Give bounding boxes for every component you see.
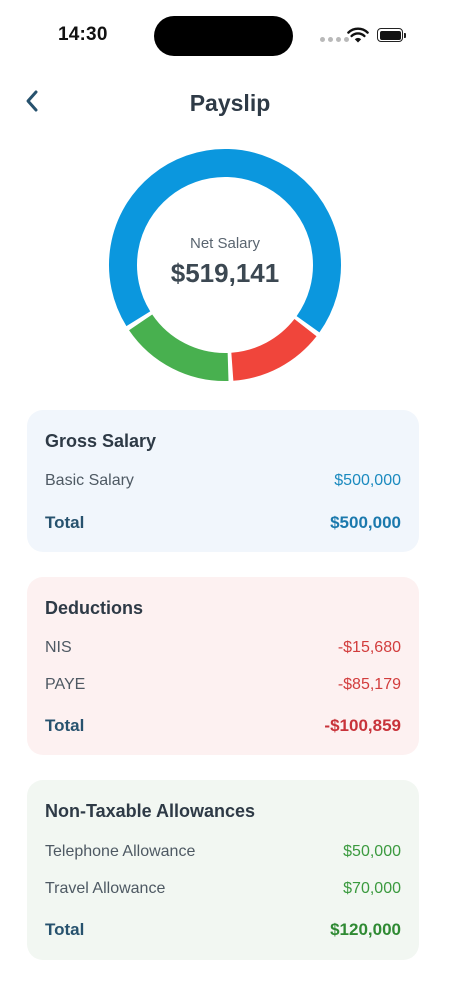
dynamic-island bbox=[154, 16, 293, 56]
net-salary-value: $519,141 bbox=[170, 258, 280, 288]
donut-svg bbox=[109, 149, 341, 381]
wifi-icon bbox=[347, 27, 369, 43]
net-salary-label: Net Salary bbox=[189, 235, 261, 252]
donut-segment-allowances bbox=[129, 314, 229, 381]
row-label: PAYE bbox=[45, 676, 86, 693]
deduction-row-paye: PAYE -$85,179 bbox=[45, 675, 401, 695]
allowances-title: Non-Taxable Allowances bbox=[45, 801, 256, 821]
deductions-total-amount: -$100,859 bbox=[324, 716, 401, 735]
gross-salary-title: Gross Salary bbox=[45, 431, 157, 451]
row-label: Basic Salary bbox=[45, 472, 134, 489]
total-label: Total bbox=[45, 920, 85, 939]
row-amount: $50,000 bbox=[343, 843, 401, 860]
signal-icon bbox=[320, 37, 349, 42]
back-chevron-icon[interactable] bbox=[18, 86, 48, 116]
row-amount: $70,000 bbox=[343, 880, 401, 897]
gross-row-basic-salary: Basic Salary $500,000 bbox=[45, 471, 401, 491]
deductions-total-row: Total -$100,859 bbox=[45, 715, 401, 737]
total-label: Total bbox=[45, 716, 85, 735]
allowance-row-telephone: Telephone Allowance $50,000 bbox=[45, 842, 401, 862]
navigation-bar: Payslip bbox=[0, 80, 460, 124]
donut-segment-deductions bbox=[230, 318, 317, 381]
page-title: Payslip bbox=[189, 90, 271, 116]
row-amount: -$85,179 bbox=[337, 676, 401, 693]
donut-segment-gross bbox=[109, 149, 341, 333]
deduction-row-nis: NIS -$15,680 bbox=[45, 638, 401, 658]
battery-icon bbox=[377, 28, 406, 42]
row-amount: $500,000 bbox=[334, 472, 401, 489]
row-label: Travel Allowance bbox=[45, 880, 166, 897]
gross-salary-card: Gross Salary Basic Salary $500,000 Total… bbox=[27, 410, 419, 552]
total-label: Total bbox=[45, 513, 85, 532]
row-label: Telephone Allowance bbox=[45, 843, 196, 860]
deductions-card: Deductions NIS -$15,680 PAYE -$85,179 To… bbox=[27, 577, 419, 755]
row-label: NIS bbox=[45, 639, 72, 656]
status-time: 14:30 bbox=[58, 24, 108, 45]
row-amount: -$15,680 bbox=[337, 639, 401, 656]
non-taxable-allowances-card: Non-Taxable Allowances Telephone Allowan… bbox=[27, 780, 419, 960]
gross-total-amount: $500,000 bbox=[330, 513, 401, 532]
allowances-total-row: Total $120,000 bbox=[45, 919, 401, 941]
allowance-row-travel: Travel Allowance $70,000 bbox=[45, 879, 401, 899]
net-salary-donut-chart: Net Salary $519,141 bbox=[100, 140, 350, 390]
gross-total-row: Total $500,000 bbox=[45, 512, 401, 534]
status-bar: 14:30 bbox=[0, 0, 460, 76]
allowances-total-amount: $120,000 bbox=[330, 920, 401, 939]
deductions-title: Deductions bbox=[45, 598, 144, 618]
